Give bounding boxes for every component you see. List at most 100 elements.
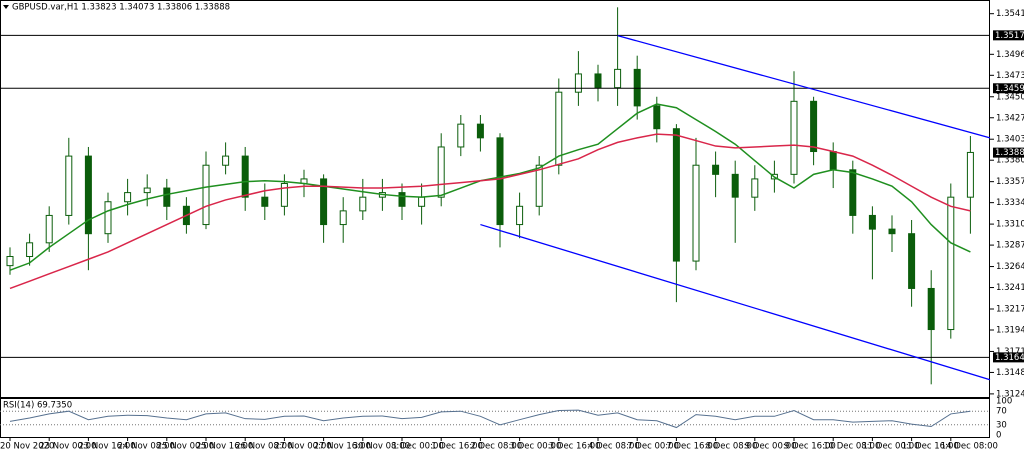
- level-label: 1.34593: [995, 84, 1024, 94]
- moving-average: [9, 103, 971, 271]
- candle-body: [26, 242, 34, 258]
- x-tick-label: 23 Nov 16:00: [78, 442, 135, 452]
- candle-body: [810, 100, 818, 153]
- candle-body: [280, 182, 288, 207]
- y-tick-label: 1.32640: [996, 262, 1024, 272]
- x-tick-label: 20 Nov 2020: [0, 442, 54, 452]
- candle-body: [104, 201, 112, 235]
- y-tick-label: 1.33570: [996, 177, 1024, 187]
- rsi-tick-label: 30: [996, 420, 1007, 430]
- candle-body: [261, 196, 269, 207]
- candle-body: [672, 128, 680, 262]
- candle-body: [947, 196, 955, 331]
- rsi-tick-label: 70: [996, 407, 1007, 417]
- x-tick-label: 24 Nov 08:00: [118, 442, 175, 452]
- x-tick-label: 3 Dec 00:00: [510, 442, 562, 452]
- x-tick-label: 26 Nov 08:00: [235, 442, 292, 452]
- rsi-line: [9, 409, 971, 429]
- candle-body: [65, 155, 73, 216]
- level-label: 1.31645: [995, 353, 1024, 363]
- x-tick-label: 30 Nov 08:00: [353, 442, 410, 452]
- x-tick-label: 1 Dec 00:00: [392, 442, 444, 452]
- candle-body: [124, 192, 132, 203]
- candle-body: [712, 164, 720, 175]
- candle-body: [966, 151, 974, 198]
- candle-body: [320, 178, 328, 226]
- x-tick-label: 3 Dec 16:00: [549, 442, 601, 452]
- y-tick-label: 1.31710: [996, 347, 1024, 357]
- candle-body: [163, 187, 171, 207]
- moving-average: [9, 133, 971, 290]
- candle-body: [6, 256, 14, 267]
- x-tick-label: 2 Dec 08:00: [470, 442, 522, 452]
- candle-body: [927, 287, 935, 331]
- level-label-box: [993, 83, 1024, 94]
- x-tick-label: 23 Nov 00:00: [39, 442, 96, 452]
- candle-body: [45, 214, 53, 244]
- y-tick-label: 1.31945: [996, 325, 1024, 335]
- candle-body: [516, 205, 524, 226]
- trend-line: [617, 34, 991, 139]
- candle-body: [829, 151, 837, 171]
- rsi-tick-label: 100: [996, 397, 1012, 407]
- x-tick-label: 11 Dec 16:00: [902, 442, 959, 452]
- y-tick-label: 1.32875: [996, 241, 1024, 251]
- candle-body: [359, 196, 367, 212]
- candle-body: [888, 228, 896, 235]
- candle-body: [790, 100, 798, 175]
- candle-body: [437, 146, 445, 198]
- candle-body: [535, 164, 543, 207]
- last-price-label: 1.33888: [995, 148, 1024, 158]
- candle-body: [908, 233, 916, 289]
- x-tick-label: 10 Dec 08:00: [823, 442, 880, 452]
- x-tick-label: 25 Nov 00:00: [157, 442, 214, 452]
- x-tick-label: 9 Dec 00:00: [745, 442, 797, 452]
- candle-body: [692, 164, 700, 262]
- candle-body: [653, 105, 661, 130]
- trend-line: [480, 223, 991, 381]
- y-tick-label: 1.31480: [996, 368, 1024, 378]
- candle-body: [457, 123, 465, 148]
- candle-body: [143, 187, 151, 194]
- x-tick-label: 25 Nov 16:00: [196, 442, 253, 452]
- level-label: 1.35173: [995, 31, 1024, 41]
- x-tick-label: 9 Dec 16:00: [784, 442, 836, 452]
- y-tick-label: 1.32410: [996, 283, 1024, 293]
- candle-body: [222, 155, 230, 166]
- menu-icon[interactable]: [3, 5, 9, 9]
- x-tick-label: 27 Nov 00:00: [274, 442, 331, 452]
- y-tick-label: 1.35410: [996, 9, 1024, 19]
- candle-body: [339, 210, 347, 226]
- x-tick-label: 14 Dec 08:00: [941, 442, 998, 452]
- y-tick-label: 1.34965: [996, 50, 1024, 60]
- candle-body: [398, 192, 406, 207]
- y-tick-label: 1.32175: [996, 304, 1024, 314]
- rsi-tick-label: 0: [996, 431, 1001, 441]
- x-tick-label: 7 Dec 00:00: [627, 442, 679, 452]
- candle-body: [868, 214, 876, 230]
- y-tick-label: 1.33105: [996, 220, 1024, 230]
- x-tick-label: 4 Dec 08:00: [588, 442, 640, 452]
- candle-body: [633, 68, 641, 107]
- candle-body: [574, 73, 582, 93]
- candle-body: [751, 178, 759, 198]
- candle-body: [594, 73, 602, 89]
- y-tick-label: 1.34735: [996, 71, 1024, 81]
- y-tick-label: 1.34035: [996, 135, 1024, 145]
- y-tick-label: 1.33340: [996, 198, 1024, 208]
- candle-body: [202, 164, 210, 226]
- level-label-box: [993, 30, 1024, 41]
- last-price-box: [993, 147, 1024, 158]
- candle-body: [241, 155, 249, 198]
- candle-body: [849, 169, 857, 216]
- y-tick-label: 1.31245: [996, 389, 1024, 399]
- x-tick-label: 11 Dec 00:00: [862, 442, 919, 452]
- y-tick-label: 1.34270: [996, 113, 1024, 123]
- x-tick-label: 8 Dec 08:00: [706, 442, 758, 452]
- rsi-frame: [0, 398, 990, 438]
- candle-body: [84, 155, 92, 235]
- main-frame: [0, 0, 990, 398]
- candle-body: [614, 68, 622, 89]
- level-label-box: [993, 352, 1024, 363]
